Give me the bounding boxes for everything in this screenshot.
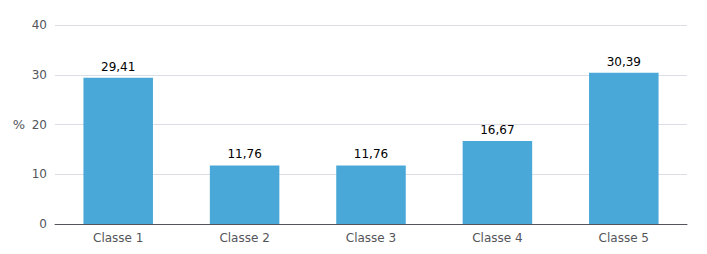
svg-text:Classe 2: Classe 2 bbox=[219, 231, 269, 245]
svg-text:Classe 5: Classe 5 bbox=[599, 231, 649, 245]
svg-text:%: % bbox=[13, 117, 25, 132]
svg-text:30,39: 30,39 bbox=[607, 55, 641, 69]
svg-text:16,67: 16,67 bbox=[480, 123, 514, 137]
svg-text:11,76: 11,76 bbox=[227, 147, 261, 161]
svg-text:20: 20 bbox=[32, 118, 47, 132]
svg-text:29,41: 29,41 bbox=[101, 60, 135, 74]
svg-text:30: 30 bbox=[32, 68, 47, 82]
svg-text:Classe 4: Classe 4 bbox=[472, 231, 522, 245]
svg-text:11,76: 11,76 bbox=[354, 147, 388, 161]
svg-text:Classe 3: Classe 3 bbox=[346, 231, 396, 245]
svg-text:0: 0 bbox=[39, 217, 47, 231]
svg-text:10: 10 bbox=[32, 167, 47, 181]
svg-text:Classe 1: Classe 1 bbox=[93, 231, 143, 245]
svg-text:40: 40 bbox=[32, 18, 47, 32]
